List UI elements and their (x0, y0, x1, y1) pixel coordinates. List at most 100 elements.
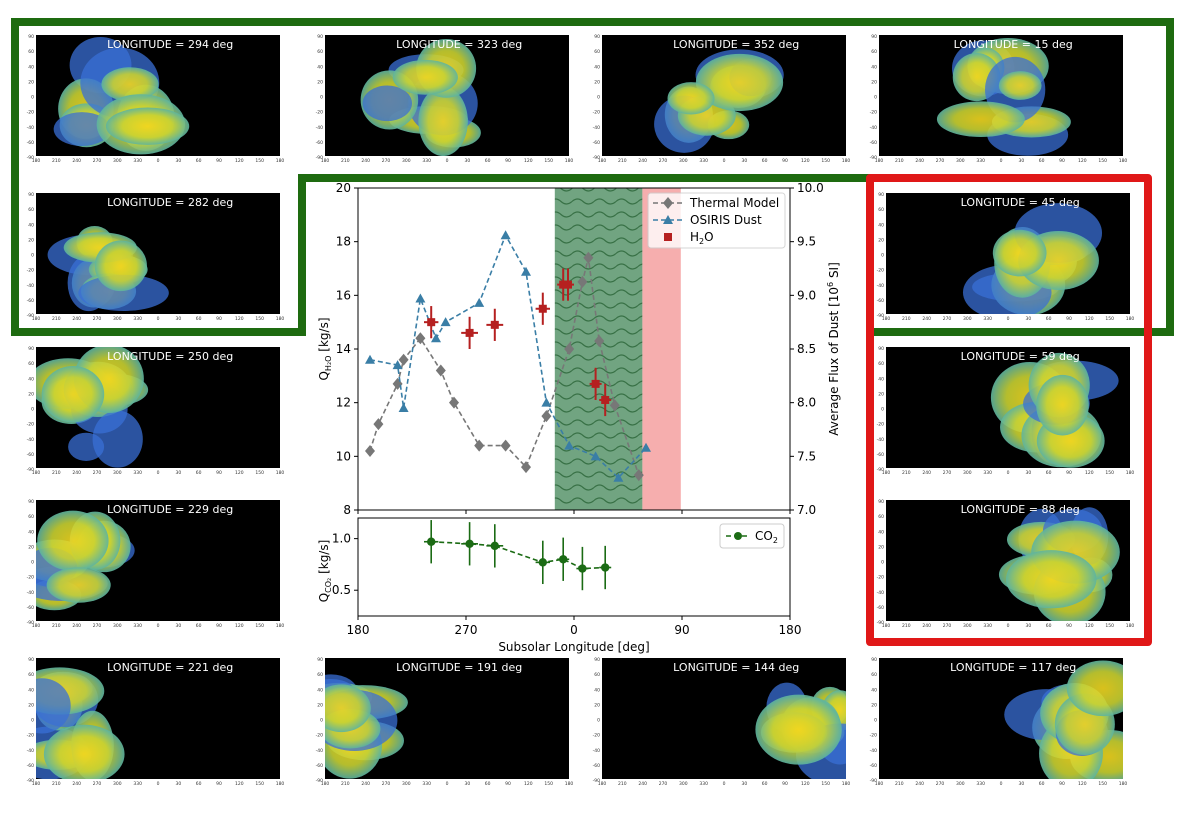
map-y-tick: 40 (28, 222, 34, 228)
h2o-point (465, 328, 474, 337)
map-x-tick: 270 (93, 781, 102, 787)
map-x-tick: 0 (1007, 316, 1010, 322)
map-x-tick: 120 (1078, 781, 1087, 787)
co2-point (427, 537, 436, 546)
map-longitude-label: LONGITUDE = 59 deg (961, 350, 1080, 363)
y-axis-label: QH₂O [kg/s] (317, 317, 333, 380)
map-y-tick: -90 (870, 778, 877, 784)
map-x-tick: 0 (723, 158, 726, 164)
thermal-model-point (373, 418, 384, 431)
map-x-tick: 240 (922, 470, 931, 476)
map-x-tick: 240 (361, 781, 370, 787)
map-y-tick: 90 (878, 499, 884, 505)
map-y-tick: 60 (871, 49, 877, 55)
map-y-tick: -20 (316, 110, 323, 116)
map-y-tick: -90 (593, 155, 600, 161)
map-y-tick: -60 (27, 763, 34, 769)
map-y-tick: 40 (871, 687, 877, 693)
map-x-tick: 210 (902, 470, 911, 476)
map-x-tick: 30 (175, 470, 181, 476)
surface-patch (418, 86, 468, 156)
map-x-tick: 120 (235, 158, 244, 164)
y-right-axis-label: Average Flux of Dust [106 SI] (826, 262, 841, 436)
map-y-tick: 20 (594, 702, 600, 708)
map-x-tick: 150 (255, 781, 264, 787)
map-y-tick: 90 (878, 192, 884, 198)
co2-legend-marker (734, 532, 742, 540)
map-x-tick: 120 (1085, 470, 1094, 476)
map-y-tick: -90 (593, 778, 600, 784)
map-y-tick: 90 (317, 34, 323, 40)
surface-patch (92, 410, 143, 468)
map-y-tick: 20 (878, 544, 884, 550)
map-x-tick: 210 (902, 623, 911, 629)
map-y-tick: 60 (878, 514, 884, 520)
map-x-tick: 330 (133, 158, 142, 164)
osiris-dust-point (431, 333, 441, 343)
map-x-tick: 0 (446, 158, 449, 164)
map-x-tick: 30 (1018, 781, 1024, 787)
illuminated-surface (1004, 660, 1123, 779)
thermal-model-point (435, 364, 446, 377)
map-y-tick: 90 (28, 192, 34, 198)
map-x-tick: 270 (382, 158, 391, 164)
map-x-tick: 60 (196, 470, 202, 476)
map-x-tick: 180 (875, 158, 884, 164)
map-x-tick: 240 (922, 623, 931, 629)
osiris-dust-point (590, 451, 601, 461)
h2o-point (538, 304, 547, 313)
illuminated-surface (990, 352, 1119, 468)
map-y-tick: 40 (871, 64, 877, 70)
x-tick-label: 270 (455, 623, 478, 637)
map-panel: LONGITUDE = 191 deg 90 60 40 20 0 -20 -40 -60 -90… (316, 657, 574, 787)
map-y-tick: 90 (28, 34, 34, 40)
map-x-tick: 180 (32, 158, 41, 164)
map-x-tick: 240 (915, 158, 924, 164)
map-y-tick: 40 (878, 376, 884, 382)
map-x-tick: 330 (976, 158, 985, 164)
legend-thermal-label: Thermal Model (689, 196, 779, 210)
surface-patch (998, 71, 1042, 100)
map-x-tick: 180 (32, 316, 41, 322)
thermal-model-point (521, 461, 531, 474)
osiris-dust-point (541, 397, 552, 407)
map-y-tick: -90 (877, 467, 884, 473)
osiris-dust-point (474, 297, 485, 307)
legend-osiris-marker (663, 215, 673, 224)
map-x-tick: 180 (1126, 316, 1135, 322)
map-x-tick: 210 (341, 781, 350, 787)
map-x-tick: 120 (1078, 158, 1087, 164)
co2-legend: CO2 (719, 523, 785, 549)
map-panels: LONGITUDE = 294 deg906040200-20-40-60-90… (27, 34, 1135, 787)
map-x-tick: 60 (196, 623, 202, 629)
map-y-tick: -90 (27, 155, 34, 161)
thermal-model-point (398, 353, 409, 366)
map-panel: LONGITUDE = 144 deg 90 60 40 20 0 -20 -40 -60 -90… (593, 657, 851, 787)
map-y-tick: -20 (27, 575, 34, 581)
map-x-tick: 240 (72, 781, 81, 787)
map-x-tick: 30 (1018, 158, 1024, 164)
map-y-tick: -20 (27, 268, 34, 274)
x-tick-label: 0 (570, 623, 578, 637)
illuminated-surface (36, 667, 125, 779)
map-y-tick: 60 (871, 672, 877, 678)
thermal-model-point (577, 275, 588, 288)
thermal-model-point (365, 444, 375, 457)
map-x-tick: 90 (216, 316, 222, 322)
map-x-tick: 90 (1059, 781, 1065, 787)
map-x-tick: 90 (1066, 316, 1072, 322)
y-right-tick-label: 7.0 (797, 503, 816, 517)
map-y-tick: 0 (320, 95, 323, 101)
map-y-tick: 40 (28, 376, 34, 382)
map-x-tick: 0 (157, 158, 160, 164)
map-x-tick: 330 (133, 470, 142, 476)
h2o-point (591, 379, 600, 388)
map-x-tick: 60 (196, 158, 202, 164)
map-y-tick: 20 (871, 702, 877, 708)
map-y-tick: -90 (316, 155, 323, 161)
map-y-tick: -40 (27, 283, 34, 289)
map-x-tick: 240 (72, 470, 81, 476)
lower-y-label-main: Q (317, 593, 331, 602)
map-x-tick: 210 (52, 781, 61, 787)
